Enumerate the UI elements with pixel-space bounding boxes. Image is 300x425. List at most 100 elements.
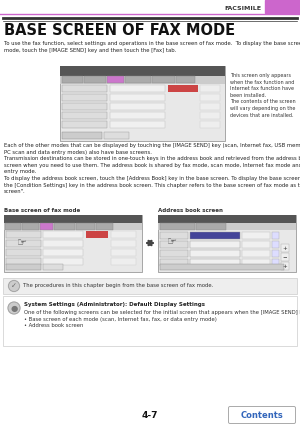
Bar [60,66,225,76]
Bar [6,258,41,265]
Bar [110,121,165,128]
Bar [62,132,102,139]
Bar [200,121,220,128]
Bar [190,241,240,248]
Bar [76,223,95,230]
Bar [281,262,289,270]
Bar [4,215,142,272]
Text: +: + [283,264,287,269]
Circle shape [8,302,20,314]
Bar [84,76,106,83]
Bar [43,264,63,270]
Bar [242,259,270,266]
Bar [60,76,225,84]
Text: ●: ● [11,303,18,312]
Bar [196,223,226,230]
Text: Base screen of fax mode: Base screen of fax mode [4,208,80,213]
Bar [62,121,107,128]
Bar [62,85,107,92]
Bar [190,250,240,257]
Bar [160,259,188,266]
Bar [107,76,124,83]
Bar [110,85,165,92]
Text: +: + [283,246,287,250]
Bar [22,223,39,230]
Circle shape [8,280,20,292]
Bar [3,296,297,346]
Bar [158,223,296,230]
Bar [4,215,142,223]
Bar [158,215,296,272]
Text: 4-7: 4-7 [142,411,158,419]
Bar [242,241,270,248]
Bar [160,241,188,248]
Bar [60,66,225,141]
Bar [272,232,279,239]
Bar [111,240,136,247]
Bar [125,76,151,83]
Text: To use the fax function, select settings and operations in the base screen of fa: To use the fax function, select settings… [4,41,300,53]
Bar [160,250,188,257]
Bar [265,0,300,13]
Bar [200,94,220,101]
Bar [160,264,284,270]
Bar [62,112,107,119]
Bar [86,231,108,238]
Text: One of the following screens can be selected for the initial screen that appears: One of the following screens can be sele… [24,310,300,328]
Bar [6,240,41,247]
Bar [43,240,83,247]
Bar [158,215,296,223]
Bar [110,112,165,119]
Text: ☞: ☞ [17,238,27,248]
Bar [62,94,107,101]
Bar [3,278,297,294]
Bar [160,232,188,239]
Text: ✓: ✓ [11,283,17,289]
Bar [62,76,83,83]
Bar [111,231,136,238]
Bar [242,232,270,239]
Bar [4,223,142,230]
Bar [104,132,129,139]
Text: Each of the other modes that can be displayed by touching the [IMAGE SEND] key (: Each of the other modes that can be disp… [4,143,300,194]
Text: FACSIMILE: FACSIMILE [224,6,261,11]
Bar [200,112,220,119]
Bar [43,231,83,238]
Bar [6,264,41,270]
Bar [242,250,270,257]
Bar [43,258,83,265]
Text: ☞: ☞ [167,237,177,247]
Bar [176,76,195,83]
Bar [110,94,165,101]
Bar [110,103,165,110]
Bar [96,223,113,230]
Bar [43,249,83,256]
FancyBboxPatch shape [229,406,296,423]
Bar [281,253,289,261]
Bar [272,259,279,266]
Bar [40,223,53,230]
Bar [160,223,195,230]
Bar [200,85,220,92]
Text: This screen only appears
when the fax function and
Internet fax function have
be: This screen only appears when the fax fu… [230,73,296,118]
Bar [272,250,279,257]
Bar [5,223,21,230]
Bar [190,259,240,266]
Bar [272,241,279,248]
Bar [281,244,289,252]
Text: Contents: Contents [241,411,284,419]
Text: The procedures in this chapter begin from the base screen of fax mode.: The procedures in this chapter begin fro… [23,283,213,287]
Bar [6,249,41,256]
Bar [111,249,136,256]
Bar [152,76,175,83]
Bar [62,103,107,110]
Text: −: − [283,255,287,260]
Bar [111,258,136,265]
Bar [54,223,75,230]
Bar [6,231,41,238]
Bar [190,232,240,239]
Text: BASE SCREEN OF FAX MODE: BASE SCREEN OF FAX MODE [4,23,235,38]
Text: Address book screen: Address book screen [158,208,223,213]
Text: System Settings (Administrator): Default Display Settings: System Settings (Administrator): Default… [24,302,205,307]
Bar [168,85,198,92]
